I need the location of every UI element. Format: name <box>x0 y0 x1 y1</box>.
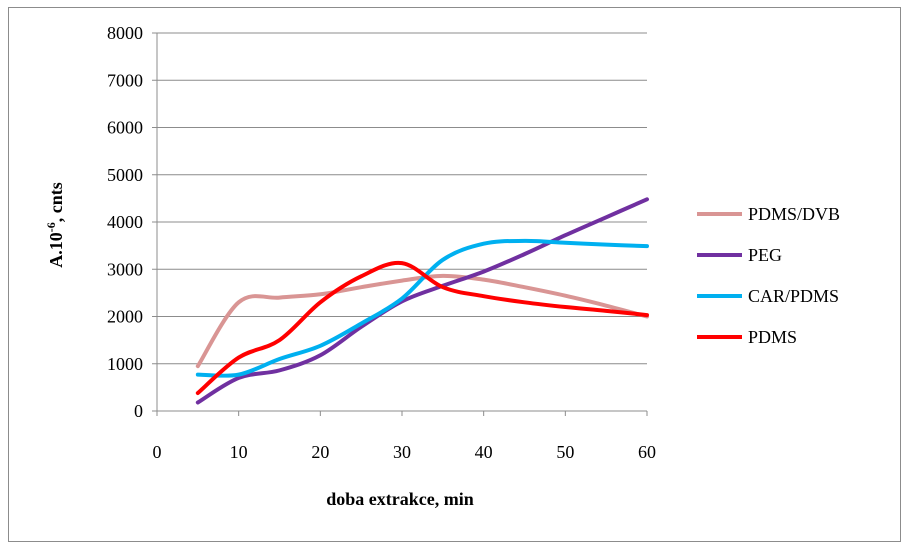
series-line-pdms-dvb <box>195 273 649 369</box>
y-tick-label: 1000 <box>107 354 143 374</box>
legend-label-pdms-dvb: PDMS/DVB <box>748 204 840 224</box>
y-tick-label: 7000 <box>107 70 143 90</box>
y-tick-label: 0 <box>134 401 143 421</box>
legend-label-peg: PEG <box>748 245 782 265</box>
x-tick-label: 30 <box>393 442 411 462</box>
series-line-car-pdms <box>195 238 649 378</box>
series-line-peg <box>195 197 649 405</box>
y-tick-label: 5000 <box>107 165 143 185</box>
gridlines <box>157 32 647 365</box>
series-line-pdms <box>195 260 649 396</box>
x-tick-label: 20 <box>311 442 329 462</box>
axes: 0 1000 2000 3000 4000 5000 6000 7000 8000 0 10 20 30… <box>107 23 656 462</box>
x-tick-label: 0 <box>153 442 162 462</box>
series-lines <box>195 197 649 405</box>
legend: PDMS/DVB PEG CAR/PDMS PDMS <box>697 204 840 347</box>
y-tick-label: 3000 <box>107 259 143 279</box>
y-axis-title-main: A.10 <box>46 232 66 268</box>
y-tick-label: 8000 <box>107 23 143 43</box>
y-axis-title-sup: -6 <box>44 222 58 232</box>
y-axis-title-rest: , cnts <box>46 182 66 222</box>
y-axis-title: A.10-6, cnts <box>44 182 66 268</box>
legend-label-pdms: PDMS <box>748 327 797 347</box>
y-tick-label: 6000 <box>107 118 143 138</box>
y-tick-label: 2000 <box>107 307 143 327</box>
x-tick-label: 10 <box>230 442 248 462</box>
x-tick-label: 50 <box>556 442 574 462</box>
y-tick-label: 4000 <box>107 212 143 232</box>
x-tick-label: 60 <box>638 442 656 462</box>
x-tick-label: 40 <box>475 442 493 462</box>
legend-label-car-pdms: CAR/PDMS <box>748 286 839 306</box>
x-axis-title: doba extrakce, min <box>326 489 474 509</box>
